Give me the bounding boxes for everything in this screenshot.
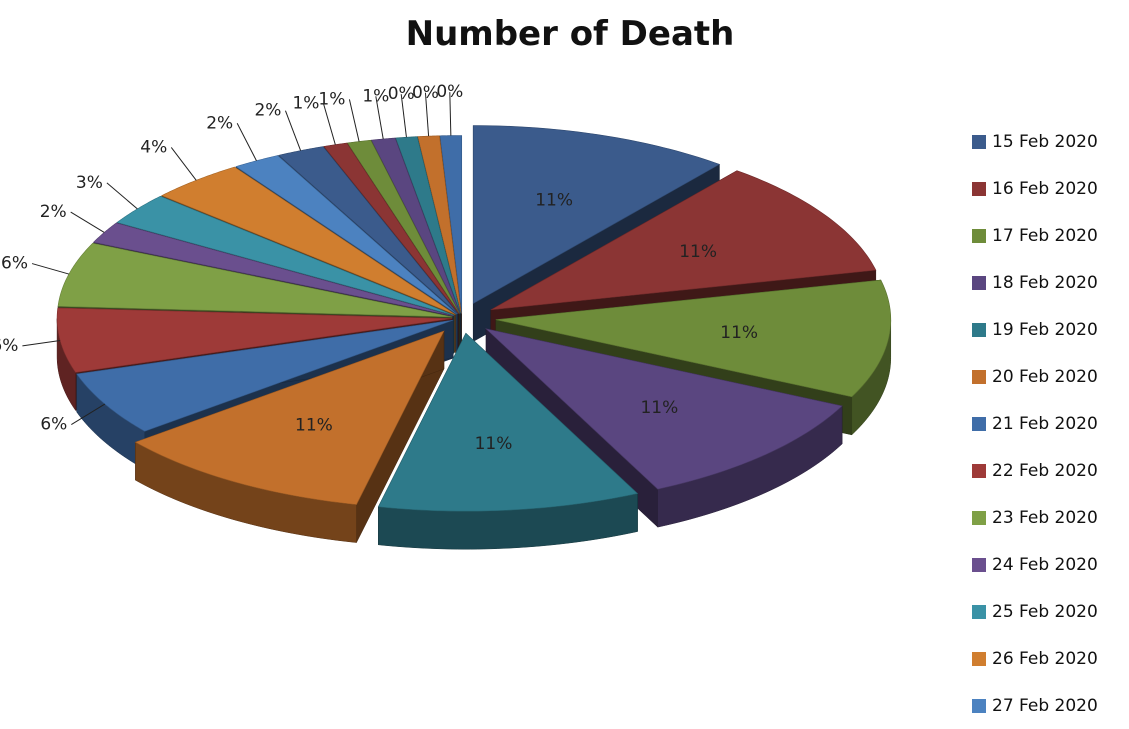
leader-line-18 [400,94,407,138]
legend: 15 Feb 2020 16 Feb 2020 17 Feb 2020 18 Feb … [972,118,1128,729]
legend-item: 26 Feb 2020 [972,635,1128,682]
legend-item: 16 Feb 2020 [972,165,1128,212]
legend-swatch [972,604,986,619]
legend-item: 23 Feb 2020 [972,494,1128,541]
data-label-15: 1% [292,93,319,113]
data-label-20: 0% [436,82,463,102]
leader-line-16 [348,99,360,142]
legend-item: 24 Feb 2020 [972,541,1128,588]
legend-label: 17 Feb 2020 [992,225,1098,246]
leader-line-8 [22,340,61,347]
leader-line-11 [106,182,138,210]
data-label-18: 0% [388,84,415,104]
legend-swatch [972,416,986,431]
data-label-10: 2% [40,202,67,222]
legend-swatch [972,228,986,243]
legend-label: 18 Feb 2020 [992,272,1098,293]
data-label-7: 6% [40,415,67,435]
legend-item: 27 Feb 2020 [972,682,1128,729]
legend-swatch [972,369,986,384]
data-label-16: 1% [318,89,345,109]
legend-item: 21 Feb 2020 [972,400,1128,447]
legend-item: 19 Feb 2020 [972,306,1128,353]
leader-line-15 [322,103,336,145]
data-label-1: 11% [535,190,573,210]
legend-swatch [972,181,986,196]
legend-item: 15 Feb 2020 [972,118,1128,165]
data-label-11: 3% [76,173,103,193]
legend-swatch [972,510,986,525]
pie-slice-5 [377,332,639,550]
data-label-19: 0% [412,83,439,103]
legend-swatch [972,557,986,572]
legend-label: 23 Feb 2020 [992,507,1098,528]
legend-swatch [972,322,986,337]
legend-label: 26 Feb 2020 [992,648,1098,669]
legend-label: 22 Feb 2020 [992,460,1098,481]
leader-line-13 [236,123,257,161]
legend-swatch [972,698,986,713]
data-label-3: 11% [720,323,758,343]
legend-item: 18 Feb 2020 [972,259,1128,306]
leader-line-9 [31,263,70,275]
data-label-4: 11% [640,398,678,418]
legend-item: 25 Feb 2020 [972,588,1128,635]
legend-swatch [972,275,986,290]
leader-line-20 [449,92,452,136]
leader-line-17 [375,96,384,140]
leader-line-12 [170,147,197,181]
pie-slice-4 [485,328,843,528]
legend-label: 20 Feb 2020 [992,366,1098,387]
legend-swatch [972,134,986,149]
legend-label: 19 Feb 2020 [992,319,1098,340]
legend-label: 27 Feb 2020 [992,695,1098,716]
legend-item: 22 Feb 2020 [972,447,1128,494]
data-label-8: 6% [0,336,18,356]
leader-line-10 [70,211,105,233]
legend-label: 16 Feb 2020 [992,178,1098,199]
legend-label: 25 Feb 2020 [992,601,1098,622]
legend-item: 17 Feb 2020 [972,212,1128,259]
pie-slice-6 [134,330,445,543]
data-label-6: 11% [295,415,333,435]
legend-label: 21 Feb 2020 [992,413,1098,434]
legend-item: 20 Feb 2020 [972,353,1128,400]
pie-chart: 11%11%11%11%11%11%6%6%6%2%3%4%2%2%1%1%1%… [0,82,892,550]
legend-label: 15 Feb 2020 [992,131,1098,152]
legend-label: 24 Feb 2020 [992,554,1098,575]
data-label-5: 11% [475,434,513,454]
legend-swatch [972,651,986,666]
data-label-2: 11% [679,242,717,262]
data-label-12: 4% [140,137,167,157]
data-label-14: 2% [254,101,281,121]
leader-line-14 [284,110,302,151]
legend-swatch [972,463,986,478]
leader-line-7 [71,403,106,425]
chart-title: Number of Death [405,14,735,54]
data-label-17: 1% [362,86,389,106]
data-label-13: 2% [206,113,233,133]
leader-line-19 [424,92,430,137]
data-label-9: 6% [1,254,28,274]
